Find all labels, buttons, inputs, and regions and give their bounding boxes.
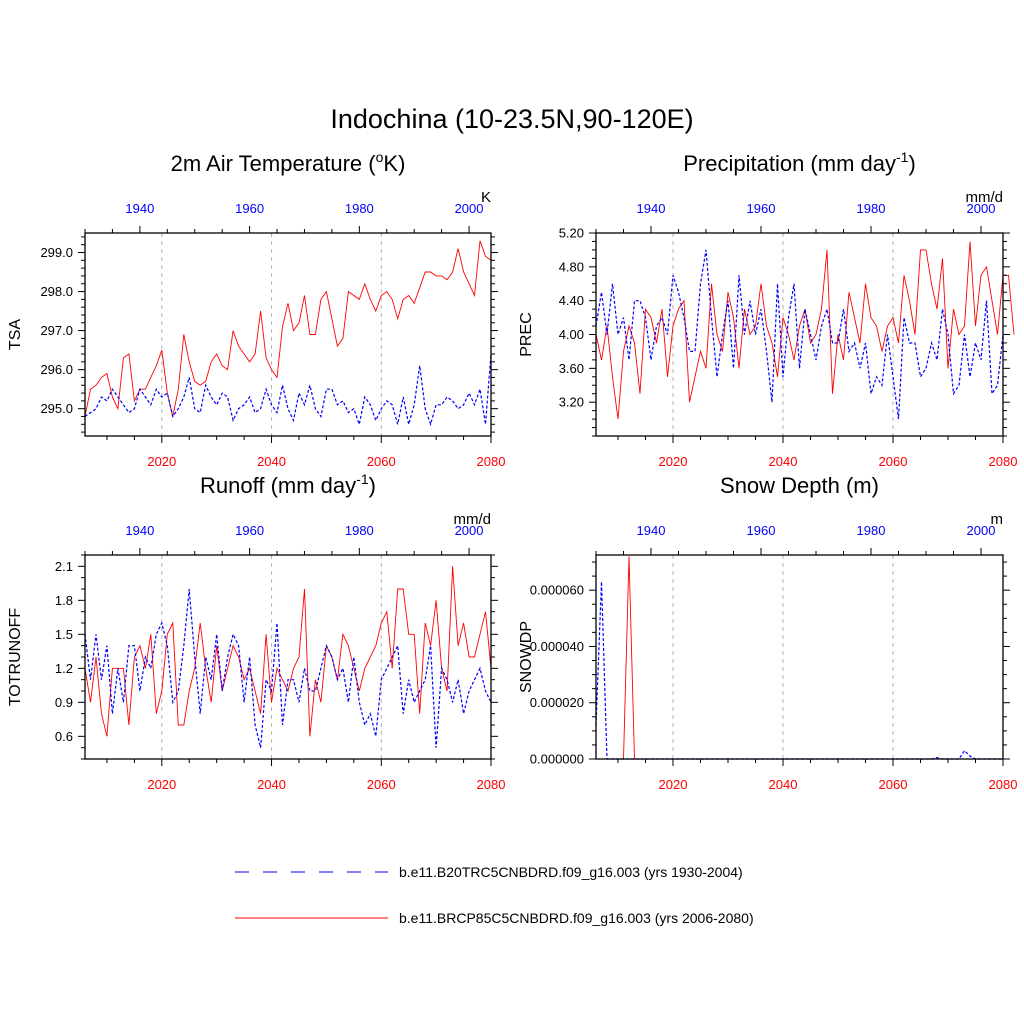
x-top-tick-label: 1980 — [857, 201, 886, 216]
x-top-tick-label: 1980 — [345, 201, 374, 216]
series-line-rcp85 — [84, 240, 492, 417]
y-axis-label: PREC — [518, 312, 535, 356]
chart-title: Runoff (mm day-1) — [200, 471, 376, 498]
y-tick-label: 0.000060 — [530, 583, 584, 598]
x-bottom-tick-label: 2040 — [769, 777, 798, 792]
y-tick-label: 4.00 — [559, 327, 584, 342]
series-line-rcp85 — [595, 241, 1015, 420]
x-bottom-tick-label: 2040 — [769, 454, 798, 469]
y-tick-label: 3.60 — [559, 361, 584, 376]
y-tick-label: 296.0 — [40, 362, 73, 377]
series-line-historical — [595, 581, 1003, 760]
x-top-tick-label: 1960 — [747, 201, 776, 216]
y-axis-label: TOTRUNOFF — [7, 608, 24, 707]
x-top-tick-label: 1940 — [637, 523, 666, 538]
x-top-tick-label: 1980 — [345, 523, 374, 538]
x-top-tick-label: 1960 — [747, 523, 776, 538]
x-bottom-tick-label: 2020 — [147, 777, 176, 792]
x-top-tick-label: 1960 — [235, 523, 264, 538]
y-tick-label: 5.20 — [559, 226, 584, 241]
chart-panel-2: Runoff (mm day-1) mm/d TOTRUNOFF 0.6 0.9 1.2 1… — [7, 471, 505, 792]
y-tick-label: 4.80 — [559, 259, 584, 274]
units-label: mm/d — [454, 511, 492, 528]
x-bottom-tick-label: 2040 — [257, 454, 286, 469]
y-tick-label: 0.000020 — [530, 695, 584, 710]
legend-label-rcp85: b.e11.BRCP85C5CNBDRD.f09_g16.003 (yrs 20… — [399, 910, 754, 926]
series-line-rcp85 — [596, 556, 1003, 760]
y-tick-label: 2.1 — [55, 559, 73, 574]
y-axis-label: TSA — [7, 319, 24, 350]
y-tick-label: 297.0 — [40, 323, 73, 338]
series-line-historical — [84, 588, 492, 748]
chart-title: Snow Depth (m) — [720, 473, 879, 498]
x-bottom-tick-label: 2080 — [477, 777, 506, 792]
y-tick-label: 0.000000 — [530, 752, 584, 767]
plot-frame — [595, 554, 1004, 760]
x-bottom-tick-label: 2060 — [879, 777, 908, 792]
x-top-tick-label: 1940 — [125, 201, 154, 216]
legend: b.e11.B20TRC5CNBDRD.f09_g16.003 (yrs 193… — [235, 864, 754, 926]
y-axis-label: SNOWDP — [518, 621, 535, 693]
y-tick-label: 0.9 — [55, 695, 73, 710]
series-line-rcp85 — [84, 566, 492, 737]
x-bottom-tick-label: 2020 — [659, 454, 688, 469]
y-tick-label: 1.8 — [55, 593, 73, 608]
x-bottom-tick-label: 2080 — [989, 777, 1018, 792]
x-top-tick-label: 1980 — [857, 523, 886, 538]
chart-panel-3: Snow Depth (m) m SNOWDP 0.000000 0.000020 0.0… — [518, 473, 1017, 792]
x-bottom-tick-label: 2060 — [367, 454, 396, 469]
y-tick-label: 3.20 — [559, 395, 584, 410]
y-tick-label: 1.2 — [55, 661, 73, 676]
chart-panel-1: Precipitation (mm day-1) mm/d PREC 3.20 3.60… — [518, 149, 1017, 469]
x-top-tick-label: 1960 — [235, 201, 264, 216]
y-tick-label: 0.000040 — [530, 639, 584, 654]
y-tick-label: 295.0 — [40, 401, 73, 416]
x-top-tick-label: 2000 — [967, 523, 996, 538]
x-top-tick-label: 2000 — [967, 201, 996, 216]
panels: 2m Air Temperature (oK) K TSA 295.0 296.0 297… — [7, 149, 1017, 792]
units-label: m — [991, 511, 1004, 528]
y-tick-label: 298.0 — [40, 284, 73, 299]
x-bottom-tick-label: 2020 — [659, 777, 688, 792]
x-bottom-tick-label: 2020 — [147, 454, 176, 469]
x-bottom-tick-label: 2080 — [477, 454, 506, 469]
units-label: K — [481, 189, 491, 206]
x-top-tick-label: 1940 — [125, 523, 154, 538]
units-label: mm/d — [966, 189, 1004, 206]
x-bottom-tick-label: 2060 — [367, 777, 396, 792]
x-top-tick-label: 1940 — [637, 201, 666, 216]
plot-frame — [84, 232, 492, 437]
chart-title: 2m Air Temperature (oK) — [171, 149, 406, 176]
x-top-tick-label: 2000 — [455, 201, 484, 216]
legend-label-historical: b.e11.B20TRC5CNBDRD.f09_g16.003 (yrs 193… — [399, 864, 743, 880]
x-top-tick-label: 2000 — [455, 523, 484, 538]
x-bottom-tick-label: 2080 — [989, 454, 1018, 469]
y-tick-label: 1.5 — [55, 627, 73, 642]
series-line-historical — [84, 353, 492, 427]
series-line-historical — [595, 249, 1004, 420]
y-tick-label: 299.0 — [40, 245, 73, 260]
chart-title: Precipitation (mm day-1) — [683, 149, 916, 176]
x-bottom-tick-label: 2040 — [257, 777, 286, 792]
chart-panel-0: 2m Air Temperature (oK) K TSA 295.0 296.0 297… — [7, 149, 505, 469]
x-bottom-tick-label: 2060 — [879, 454, 908, 469]
y-tick-label: 4.40 — [559, 293, 584, 308]
figure-title: Indochina (10-23.5N,90-120E) — [330, 104, 693, 134]
y-tick-label: 0.6 — [55, 729, 73, 744]
